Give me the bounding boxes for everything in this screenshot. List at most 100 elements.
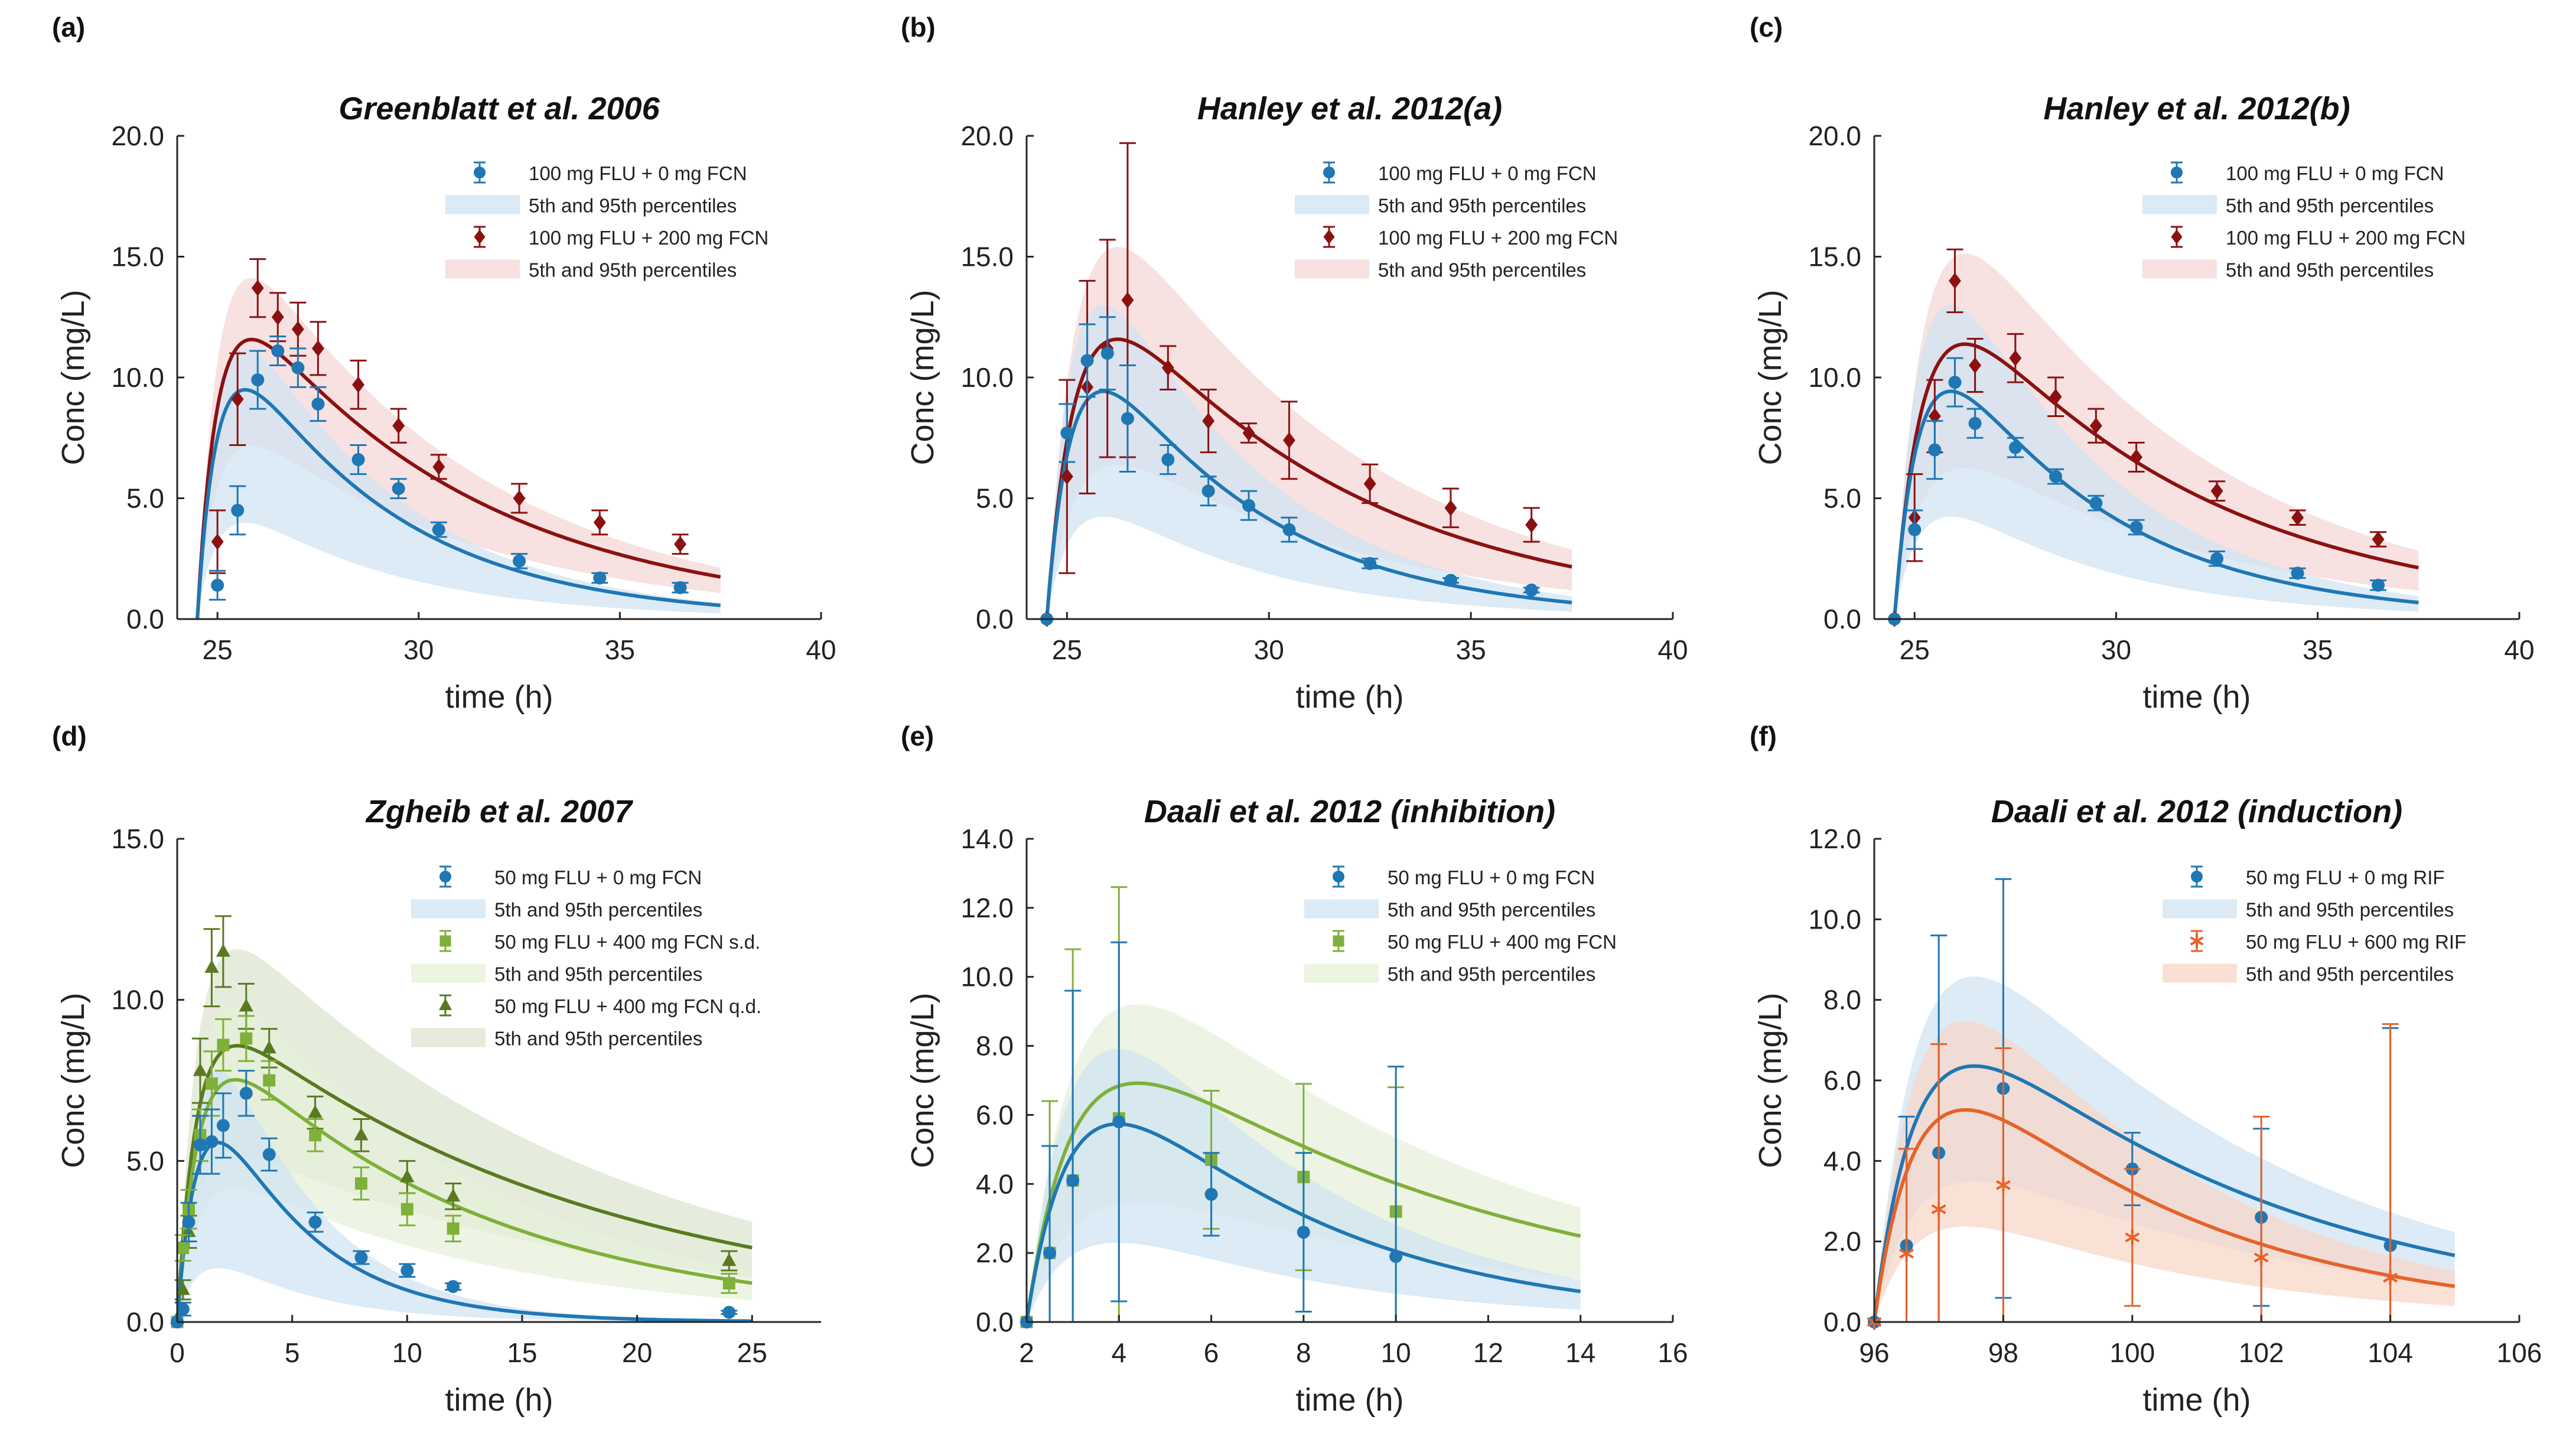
y-tick-label: 10.0: [111, 985, 164, 1015]
data-point: [205, 1077, 218, 1090]
legend: 100 mg FLU + 0 mg FCN 5th and 95th percen…: [445, 161, 768, 281]
y-tick-label: 12.0: [1808, 823, 1861, 854]
legend-label: 5th and 95th percentiles: [494, 963, 702, 985]
data-point: [2049, 470, 2063, 483]
data-point: [1969, 357, 1982, 374]
y-tick-label: 5.0: [126, 483, 164, 514]
data-point: [1161, 359, 1174, 376]
data-point: [673, 581, 687, 594]
data-point: [193, 1138, 207, 1152]
data-point: [271, 344, 285, 358]
legend-label: 50 mg FLU + 0 mg RIF: [2246, 867, 2445, 888]
y-tick-label: 0.0: [1823, 604, 1861, 634]
chart-title: Greenblatt et al. 2006: [338, 91, 660, 126]
plot-area: [1045, 246, 1572, 619]
data-point: [2009, 350, 2022, 367]
chart-panel-a: 25 30 35 40 0.0 5.0 10.0 15.0 20.0 Greenblatt et …: [52, 12, 836, 715]
x-tick-label: 40: [2504, 634, 2534, 665]
data-point: [722, 1277, 735, 1290]
model-line: [177, 1077, 753, 1322]
y-tick-label: 0.0: [976, 604, 1014, 634]
chart-title: Hanley et al. 2012(a): [1197, 91, 1502, 126]
y-tick-label: 10.0: [960, 962, 1014, 992]
data-point: [271, 309, 284, 325]
data-point: [262, 1040, 276, 1054]
x-tick-label: 25: [203, 634, 233, 665]
y-tick-label: 10.0: [1808, 362, 1861, 393]
data-point: [239, 1086, 253, 1100]
data-point: [1948, 376, 1962, 389]
data-point: [1363, 476, 1376, 492]
data-point: [1908, 523, 1922, 536]
data-point: [1201, 484, 1215, 498]
data-point: [432, 523, 445, 536]
percentile-band: [1894, 304, 2419, 619]
data-point: [432, 458, 445, 476]
x-tick-label: 25: [737, 1337, 767, 1368]
data-point: [1928, 408, 1941, 425]
y-tick-label: 5.0: [1823, 483, 1861, 514]
model-line: [1045, 337, 1572, 619]
data-point: [1060, 468, 1073, 485]
data-point: [1995, 1177, 2011, 1193]
data-point: [2291, 509, 2304, 526]
legend-marker: [1323, 229, 1335, 245]
data-point: [231, 503, 245, 517]
data-point: [311, 397, 325, 411]
data-point: [2253, 1249, 2269, 1266]
data-point: [400, 1169, 415, 1183]
data-point: [2089, 418, 2102, 434]
panel-label: (d): [52, 721, 87, 751]
x-tick-label: 30: [2101, 634, 2131, 665]
y-tick-label: 8.0: [1823, 985, 1861, 1015]
x-axis-label: time (h): [445, 679, 553, 715]
percentile-band: [1047, 304, 1572, 619]
legend-label: 100 mg FLU + 0 mg FCN: [1378, 162, 1597, 184]
legend-label: 5th and 95th percentiles: [2226, 195, 2434, 217]
y-axis-label: Conc (mg/L): [56, 289, 91, 465]
data-point: [1202, 412, 1215, 429]
data-point: [1242, 425, 1255, 441]
legend-label: 5th and 95th percentiles: [494, 899, 702, 921]
x-tick-label: 10: [1381, 1337, 1411, 1368]
x-tick-label: 25: [1900, 634, 1930, 665]
model-line: [177, 1141, 753, 1322]
legend-marker: [439, 998, 452, 1010]
legend: 100 mg FLU + 0 mg FCN 5th and 95th percen…: [2142, 161, 2466, 281]
panel-label: (f): [1750, 721, 1777, 751]
x-tick-label: 10: [392, 1337, 422, 1368]
x-tick-label: 35: [1456, 634, 1486, 665]
data-point: [1363, 556, 1377, 570]
chart-title: Daali et al. 2012 (inhibition): [1144, 794, 1555, 829]
data-point: [216, 943, 230, 957]
x-tick-label: 30: [403, 634, 434, 665]
percentile-band: [177, 1071, 753, 1322]
data-point: [1080, 354, 1094, 367]
x-tick-label: 25: [1052, 634, 1082, 665]
legend-label: 50 mg FLU + 400 mg FCN s.d.: [494, 931, 760, 953]
data-point: [674, 536, 687, 552]
data-point: [211, 533, 224, 550]
data-point: [262, 1148, 276, 1161]
data-point: [2291, 566, 2304, 580]
percentile-band: [197, 278, 721, 619]
chart-panel-c: 25 30 35 40 0.0 5.0 10.0 15.0 20.0 Hanley et al. …: [1750, 12, 2535, 715]
y-tick-label: 2.0: [976, 1238, 1014, 1268]
legend-marker: [1333, 871, 1344, 883]
legend-label: 100 mg FLU + 200 mg FCN: [529, 227, 768, 249]
y-tick-label: 0.0: [126, 604, 164, 634]
data-point: [1389, 1249, 1403, 1263]
data-point: [2210, 552, 2224, 565]
y-tick-label: 0.0: [976, 1307, 1014, 1337]
data-point: [2130, 449, 2143, 465]
x-tick-label: 104: [2367, 1337, 2413, 1368]
x-tick-label: 4: [1111, 1337, 1126, 1368]
x-axis-label: time (h): [1295, 679, 1403, 715]
y-tick-label: 6.0: [1823, 1065, 1861, 1096]
legend-label: 50 mg FLU + 0 mg FCN: [494, 867, 702, 888]
data-point: [1949, 272, 1961, 289]
x-axis-label: time (h): [2142, 1382, 2251, 1418]
legend-marker: [2171, 229, 2183, 245]
data-point: [354, 1251, 368, 1264]
data-point: [593, 514, 606, 531]
